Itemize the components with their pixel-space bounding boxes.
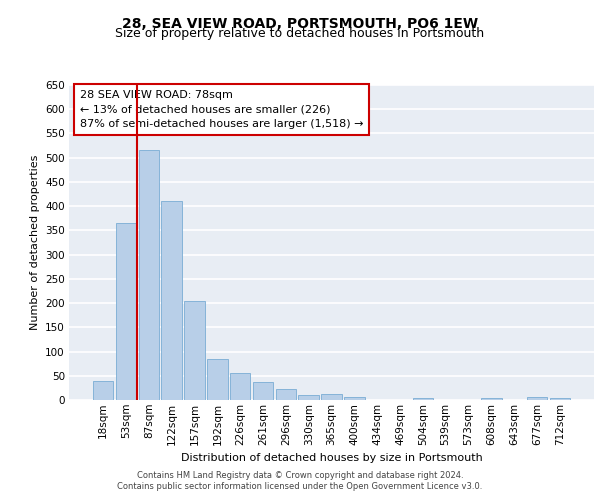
Bar xyxy=(344,396,365,400)
Bar xyxy=(550,398,570,400)
Text: Contains public sector information licensed under the Open Government Licence v3: Contains public sector information licen… xyxy=(118,482,482,491)
Bar xyxy=(527,396,547,400)
Bar xyxy=(481,398,502,400)
Bar xyxy=(116,223,136,400)
Text: 28, SEA VIEW ROAD, PORTSMOUTH, PO6 1EW: 28, SEA VIEW ROAD, PORTSMOUTH, PO6 1EW xyxy=(122,18,478,32)
Bar xyxy=(184,300,205,400)
Bar xyxy=(298,395,319,400)
X-axis label: Distribution of detached houses by size in Portsmouth: Distribution of detached houses by size … xyxy=(181,453,482,463)
Bar xyxy=(230,374,250,400)
Text: Size of property relative to detached houses in Portsmouth: Size of property relative to detached ho… xyxy=(115,28,485,40)
Text: 28 SEA VIEW ROAD: 78sqm
← 13% of detached houses are smaller (226)
87% of semi-d: 28 SEA VIEW ROAD: 78sqm ← 13% of detache… xyxy=(79,90,363,130)
Bar xyxy=(413,398,433,400)
Bar xyxy=(275,389,296,400)
Y-axis label: Number of detached properties: Number of detached properties xyxy=(29,155,40,330)
Bar xyxy=(321,394,342,400)
Bar xyxy=(139,150,159,400)
Text: Contains HM Land Registry data © Crown copyright and database right 2024.: Contains HM Land Registry data © Crown c… xyxy=(137,471,463,480)
Bar xyxy=(207,359,227,400)
Bar xyxy=(253,382,273,400)
Bar xyxy=(93,380,113,400)
Bar xyxy=(161,202,182,400)
